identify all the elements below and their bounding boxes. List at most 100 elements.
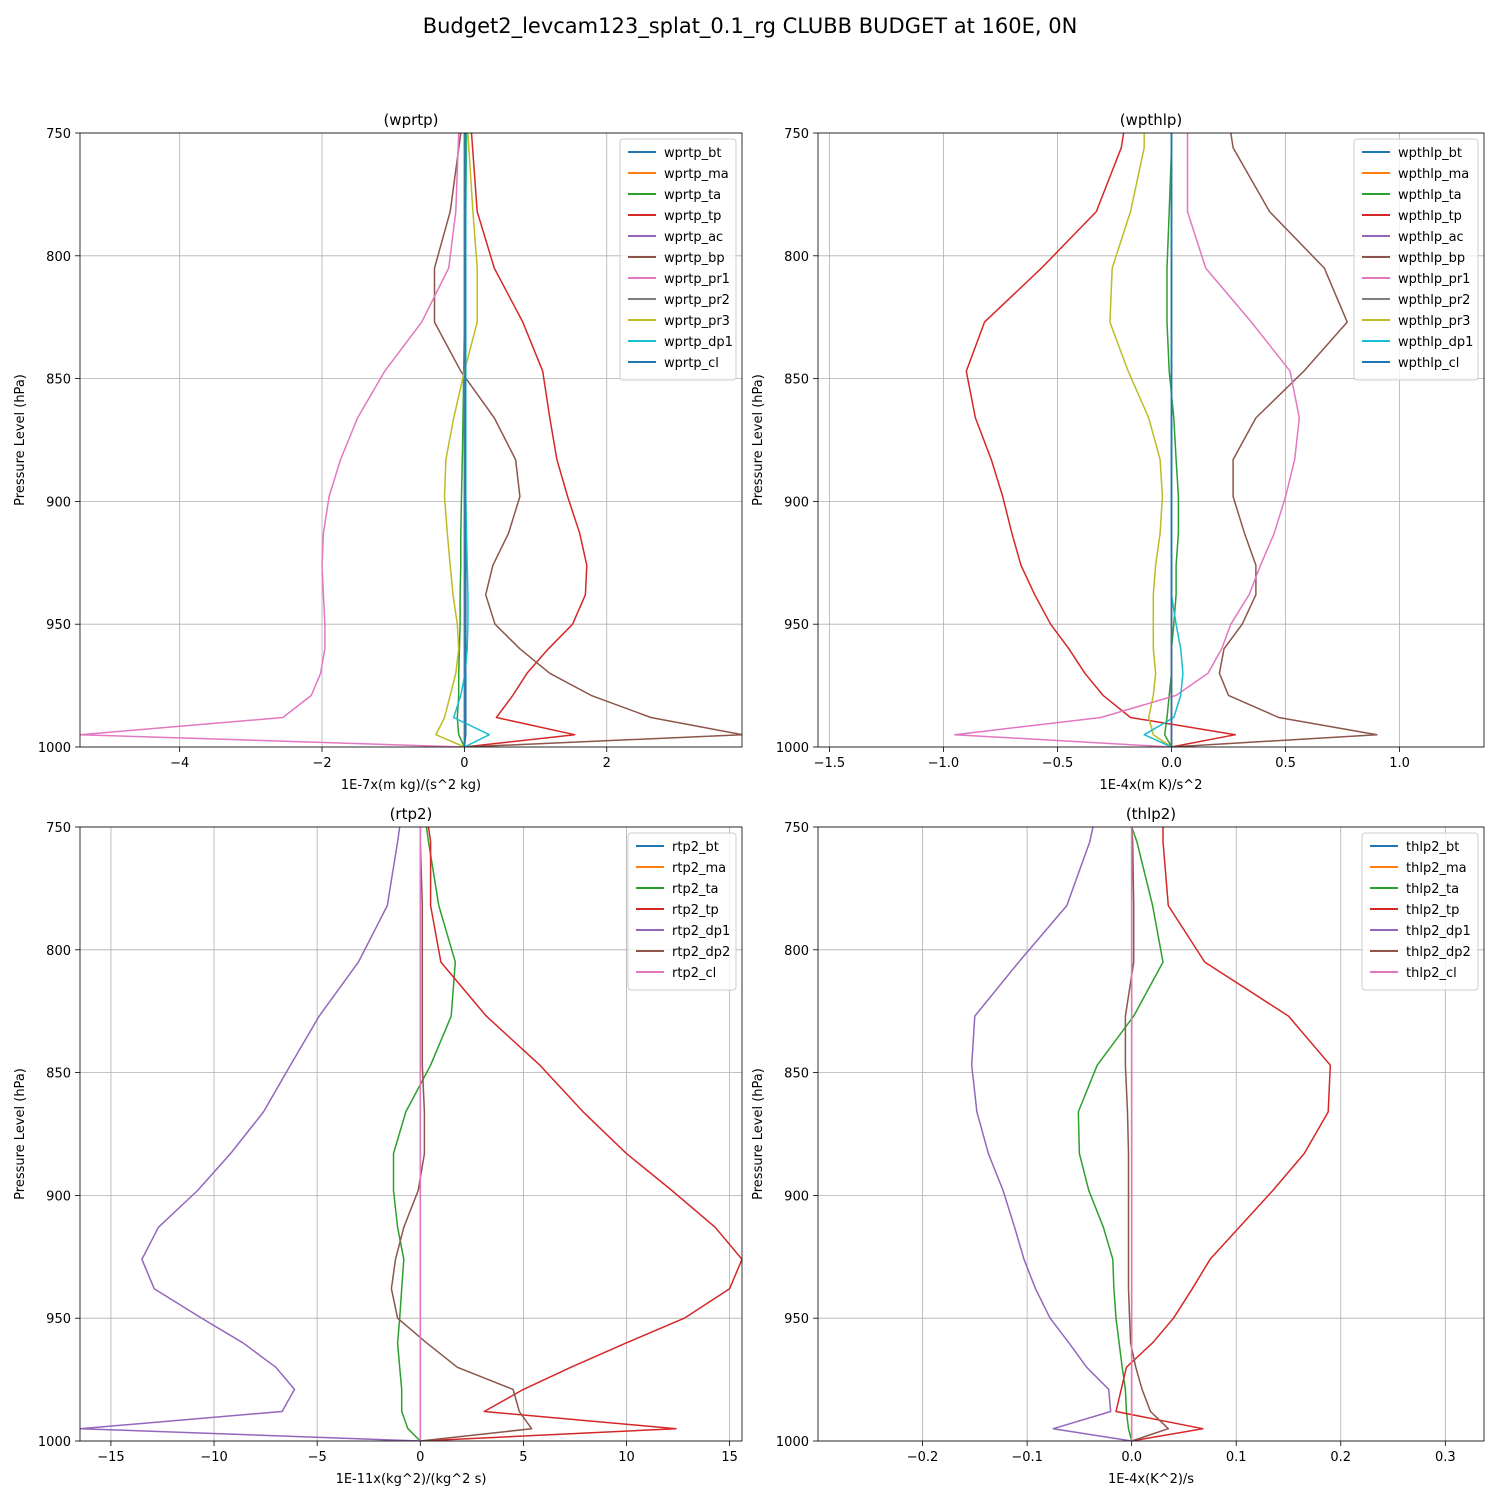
chart-title: (wpthlp) [1120, 111, 1183, 129]
legend-label-thlp2_dp1: thlp2_dp1 [1406, 924, 1471, 939]
legend-label-wprtp_pr2: wprtp_pr2 [664, 293, 730, 308]
x-tick-label: −15 [97, 1450, 124, 1465]
legend-label-wpthlp_ac: wpthlp_ac [1398, 230, 1464, 245]
series-line-wpthlp_dp1 [1143, 133, 1184, 747]
series-line-rtp2_dp2 [390, 827, 533, 1441]
series-line-wpthlp_bp [1171, 133, 1378, 747]
legend-label-wprtp_bp: wprtp_bp [664, 251, 725, 266]
x-tick-label: 0.1 [1226, 1450, 1247, 1465]
x-tick-label: 0.2 [1330, 1450, 1351, 1465]
x-tick-label: 0.5 [1275, 756, 1296, 771]
legend-label-rtp2_tp: rtp2_tp [672, 903, 719, 918]
series-line-wpthlp_ta [1163, 133, 1180, 747]
series-lines [970, 827, 1332, 1441]
legend-label-wprtp_pr1: wprtp_pr1 [664, 272, 730, 287]
series-line-thlp2_tp [1115, 827, 1332, 1441]
legend-label-wpthlp_bp: wpthlp_bp [1398, 251, 1465, 266]
y-tick-label: 1000 [38, 741, 71, 756]
series-line-rtp2_dp1 [80, 827, 421, 1441]
legend: wprtp_bt wprtp_ma wprtp_ta wprtp_tp wprtp_ac… [619, 138, 737, 381]
legend-label-wpthlp_pr3: wpthlp_pr3 [1398, 314, 1470, 329]
series-line-wprtp_tp [464, 133, 588, 747]
x-tick-label: −5 [308, 1450, 327, 1465]
series-lines [80, 827, 742, 1441]
legend-label-wpthlp_cl: wpthlp_cl [1398, 356, 1459, 371]
y-tick-label: 900 [784, 495, 809, 510]
legend-label-wprtp_pr3: wprtp_pr3 [664, 314, 730, 329]
y-tick-label: 1000 [776, 741, 809, 756]
y-tick-label: 900 [46, 495, 71, 510]
chart-panel-3: −15 −10 −5 0 5 10 15 750 800 850 900 950 1000 (rtp2) 1… [13, 805, 743, 1487]
y-tick-label: 750 [46, 127, 71, 142]
y-tick-label: 950 [46, 618, 71, 633]
y-tick-label: 900 [784, 1189, 809, 1204]
x-tick-label: 10 [618, 1450, 635, 1465]
y-tick-label: 850 [784, 1067, 809, 1082]
x-tick-label: 0.0 [1121, 1450, 1142, 1465]
series-line-rtp2_tp [420, 827, 742, 1441]
series-line-wpthlp_pr1 [954, 133, 1301, 747]
legend: wpthlp_bt wpthlp_ma wpthlp_ta wpthlp_tpwpth… [1353, 138, 1479, 381]
legend-label-rtp2_ta: rtp2_ta [672, 882, 719, 897]
x-tick-label: −10 [200, 1450, 227, 1465]
x-axis-label: 1E-11x(kg^2)/(kg^2 s) [336, 1472, 487, 1487]
y-tick-label: 950 [46, 1312, 71, 1327]
y-axis-label: Pressure Level (hPa) [751, 1068, 766, 1200]
legend-label-rtp2_dp2: rtp2_dp2 [672, 945, 730, 960]
series-line-wprtp_pr3 [435, 133, 478, 747]
chart-panel-1: −4 −2 0 2 750 800 850 900 950 1000 (wprtp) 1E-7x(m … [13, 111, 743, 793]
x-tick-label: 0 [416, 1450, 424, 1465]
series-line-wprtp_bp [433, 133, 742, 747]
axes-frame [79, 826, 743, 1442]
y-tick-label: 750 [784, 821, 809, 836]
axes-frame [817, 826, 1485, 1442]
y-tick-label: 750 [46, 821, 71, 836]
legend-label-wpthlp_pr2: wpthlp_pr2 [1398, 293, 1470, 308]
series-line-rtp2_ta [392, 827, 457, 1441]
legend-label-thlp2_tp: thlp2_tp [1406, 903, 1459, 918]
legend-label-rtp2_dp1: rtp2_dp1 [672, 924, 730, 939]
x-tick-label: −0.1 [1011, 1450, 1043, 1465]
y-tick-label: 800 [46, 944, 71, 959]
y-tick-label: 950 [784, 1312, 809, 1327]
series-lines [954, 133, 1378, 747]
y-tick-label: 800 [784, 250, 809, 265]
x-axis-label: 1E-4x(K^2)/s [1108, 1472, 1194, 1487]
y-tick-label: 1000 [776, 1435, 809, 1450]
y-axis-label: Pressure Level (hPa) [13, 374, 28, 506]
x-tick-label: −4 [170, 756, 189, 771]
legend-label-thlp2_cl: thlp2_cl [1406, 966, 1457, 981]
legend-label-wprtp_ta: wprtp_ta [664, 188, 721, 203]
y-tick-label: 800 [46, 250, 71, 265]
legend-label-thlp2_ta: thlp2_ta [1406, 882, 1459, 897]
legend-label-rtp2_ma: rtp2_ma [672, 861, 726, 876]
legend-label-wpthlp_ma: wpthlp_ma [1398, 167, 1469, 182]
axes-frame [79, 132, 743, 748]
chart-title: (rtp2) [390, 805, 433, 823]
x-axis-label: 1E-4x(m K)/s^2 [1100, 778, 1203, 793]
chart-panel-4: −0.2 −0.1 0.0 0.1 0.2 0.3 750 800 850 900 950 1000 (… [751, 805, 1485, 1487]
series-line-wpthlp_tp [965, 133, 1237, 747]
legend-label-wpthlp_dp1: wpthlp_dp1 [1398, 335, 1473, 350]
series-lines [80, 133, 742, 747]
legend-label-wpthlp_pr1: wpthlp_pr1 [1398, 272, 1470, 287]
series-line-thlp2_ta [1077, 827, 1164, 1441]
x-tick-label: −0.2 [907, 1450, 939, 1465]
series-line-wpthlp_pr3 [1109, 133, 1172, 747]
y-tick-label: 950 [784, 618, 809, 633]
series-line-thlp2_dp2 [1124, 827, 1170, 1441]
legend-label-wprtp_bt: wprtp_bt [664, 146, 721, 161]
y-axis-label: Pressure Level (hPa) [13, 1068, 28, 1200]
x-tick-label: −2 [312, 756, 331, 771]
y-tick-label: 850 [46, 1067, 71, 1082]
legend-label-rtp2_bt: rtp2_bt [672, 840, 719, 855]
x-tick-label: 2 [603, 756, 611, 771]
y-tick-label: 900 [46, 1189, 71, 1204]
legend-label-wprtp_ma: wprtp_ma [664, 167, 729, 182]
legend-label-wprtp_dp1: wprtp_dp1 [664, 335, 733, 350]
x-tick-label: 0.3 [1435, 1450, 1456, 1465]
x-tick-label: 0 [460, 756, 468, 771]
series-line-wprtp_cl [463, 133, 466, 747]
figure-title: Budget2_levcam123_splat_0.1_rg CLUBB BUD… [422, 14, 1078, 38]
